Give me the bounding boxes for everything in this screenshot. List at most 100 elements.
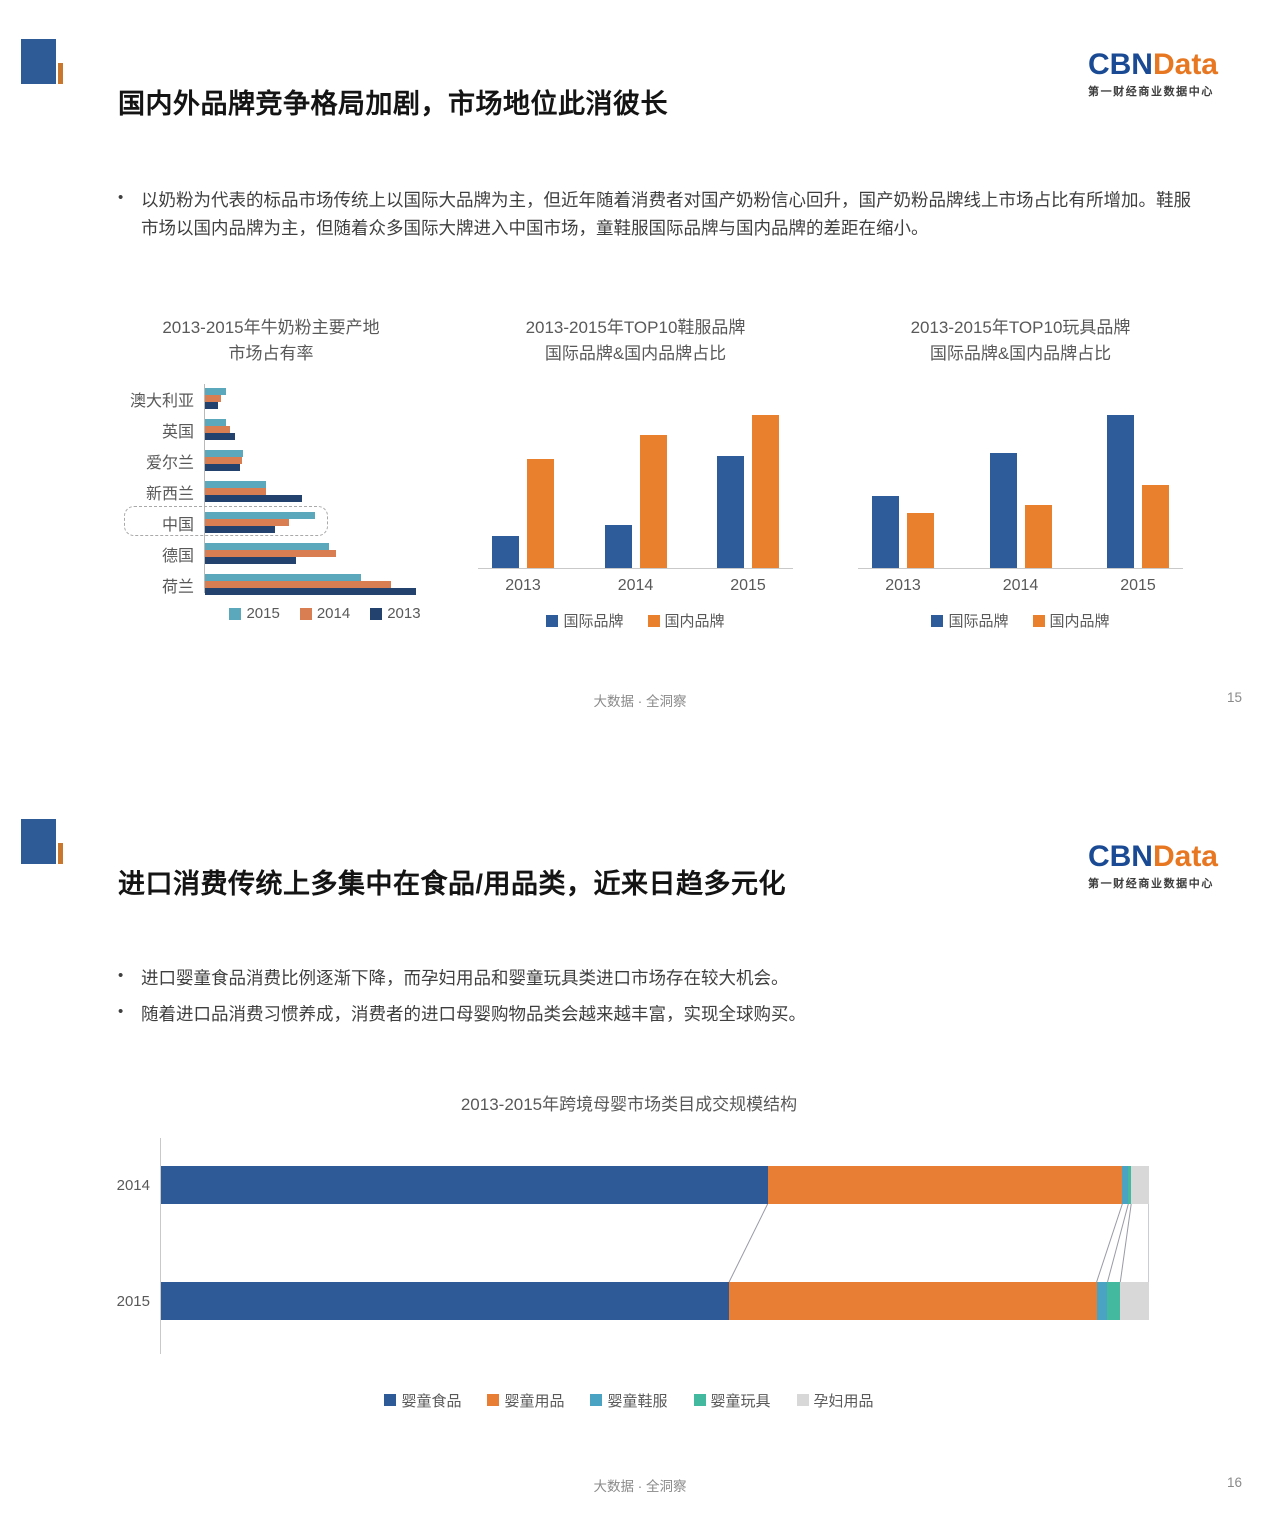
legend-swatch xyxy=(384,1394,397,1406)
x-axis-label: 2014 xyxy=(617,577,654,594)
legend-swatch xyxy=(487,1394,500,1406)
bar-group xyxy=(205,419,235,440)
hbar-row: 英国 xyxy=(96,419,446,441)
legend-label: 婴童玩具 xyxy=(710,1392,771,1410)
bar-2013 xyxy=(205,588,416,595)
bullet-item: 进口婴童食品消费比例逐渐下降，而孕妇用品和婴童玩具类进口市场存在较大机会。 xyxy=(116,964,1194,992)
slide15-title: 国内外品牌竞争格局加剧，市场地位此消彼长 xyxy=(118,89,668,119)
logo-subtitle: 第一财经商业数据中心 xyxy=(1087,86,1214,98)
footer-tagline: 大数据 · 全洞察 xyxy=(593,1479,687,1494)
legend-item: 婴童鞋服 xyxy=(590,1390,668,1411)
bar-2014 xyxy=(205,457,242,464)
legend-item: 婴童玩具 xyxy=(693,1390,771,1411)
slide-16: CBNData 第一财经商业数据中心 进口消费传统上多集中在食品/用品类，近来日… xyxy=(0,757,1280,1514)
category-label: 澳大利亚 xyxy=(129,392,194,410)
legend-label: 国际品牌 xyxy=(563,613,624,630)
logo-cbn-text: CBN xyxy=(1087,840,1153,873)
bar-2014 xyxy=(205,550,336,557)
x-axis-label: 2015 xyxy=(730,577,766,594)
segment-婴童玩具 xyxy=(1107,1281,1121,1320)
column-plot xyxy=(478,394,793,569)
bar-2015 xyxy=(205,388,226,395)
segment-孕妇用品 xyxy=(1131,1165,1149,1204)
page-number: 15 xyxy=(1226,690,1242,705)
bar-group xyxy=(717,415,779,568)
segment-婴童鞋服 xyxy=(1122,1165,1129,1204)
bar-国际品牌 xyxy=(717,456,744,568)
connector-lines xyxy=(728,1203,1149,1282)
stacked-plot: 2014 2015 xyxy=(98,1137,1160,1356)
slide16-title: 进口消费传统上多集中在食品/用品类，近来日趋多元化 xyxy=(118,869,787,899)
legend-item: 2014 xyxy=(299,605,350,622)
hbar-row: 澳大利亚 xyxy=(96,388,446,410)
legend-swatch xyxy=(796,1394,809,1406)
x-axis-labels: 2013 2014 2015 xyxy=(478,577,793,595)
legend-swatch xyxy=(931,614,944,627)
slide-15: CBNData 第一财经商业数据中心 国内外品牌竞争格局加剧，市场地位此消彼长 … xyxy=(0,0,1280,757)
bar-group xyxy=(989,453,1052,568)
chart-milk-powder-origin: 2013-2015年牛奶粉主要产地 市场占有率澳大利亚英国爱尔兰新西兰中国德国荷… xyxy=(96,315,446,622)
legend-label: 国内品牌 xyxy=(1049,613,1110,630)
bar-国际品牌 xyxy=(604,525,632,568)
legend-label: 婴童鞋服 xyxy=(607,1392,668,1410)
logo-data-text: Data xyxy=(1152,840,1218,873)
legend-item: 国际品牌 xyxy=(931,610,1009,631)
stacked-bar xyxy=(161,1165,1149,1204)
legend-label: 孕妇用品 xyxy=(813,1392,874,1410)
x-axis-label: 2013 xyxy=(505,577,541,594)
legend-label: 国际品牌 xyxy=(948,613,1009,630)
accent-orange-stripe xyxy=(58,843,63,864)
bar-2014 xyxy=(205,426,230,433)
bar-2015 xyxy=(205,512,315,519)
bar-group xyxy=(205,512,315,533)
bar-2015 xyxy=(205,419,226,426)
legend-swatch xyxy=(590,1394,603,1406)
category-label: 2014 xyxy=(116,1176,150,1194)
hbar-rows: 澳大利亚英国爱尔兰新西兰中国德国荷兰 xyxy=(96,384,446,596)
bar-2014 xyxy=(205,488,266,495)
bar-国内品牌 xyxy=(1142,485,1169,568)
bar-国际品牌 xyxy=(872,496,899,568)
chart-title: 2013-2015年牛奶粉主要产地 市场占有率 xyxy=(162,318,380,363)
bar-国际品牌 xyxy=(989,453,1017,568)
bar-2014 xyxy=(205,395,221,402)
bar-国内品牌 xyxy=(527,459,554,568)
hbar-row: 中国 xyxy=(96,512,446,534)
chart-legend: 婴童食品 婴童用品 婴童鞋服 婴童玩具 孕妇用品 xyxy=(98,1390,1160,1411)
bar-group xyxy=(205,481,302,502)
cbndata-logo-wordmark: CBNData xyxy=(1088,50,1218,80)
hbar-row: 德国 xyxy=(96,543,446,565)
hbar-row: 荷兰 xyxy=(96,574,446,596)
bar-group xyxy=(604,435,667,568)
category-label: 新西兰 xyxy=(145,485,194,503)
chart-title: 2013-2015年TOP10鞋服品牌 国际品牌&国内品牌占比 xyxy=(525,318,746,363)
cbndata-logo: CBNData 第一财经商业数据中心 xyxy=(1088,50,1218,99)
bar-2013 xyxy=(205,433,235,440)
chart-legend: 2015 2014 2013 xyxy=(96,605,446,622)
bar-2015 xyxy=(205,543,329,550)
legend-item: 2013 xyxy=(370,605,421,622)
legend-swatch xyxy=(299,607,312,620)
bar-2015 xyxy=(205,481,266,488)
bar-group xyxy=(872,496,934,568)
chart-cross-border-category-structure: 2013-2015年跨境母婴市场类目成交规模结构 2014 2015 婴童食品 婴童用品… xyxy=(98,1092,1160,1411)
bar-group xyxy=(205,574,416,595)
bar-国内品牌 xyxy=(639,435,667,568)
segment-婴童食品 xyxy=(161,1281,730,1320)
y-axis-line xyxy=(160,1137,161,1354)
x-axis-label: 2013 xyxy=(885,577,921,594)
highlight-box xyxy=(124,506,328,536)
legend-item: 国际品牌 xyxy=(546,610,624,631)
cbndata-logo: CBNData 第一财经商业数据中心 xyxy=(1088,842,1218,891)
category-label: 2015 xyxy=(116,1292,150,1310)
category-label: 德国 xyxy=(161,547,194,565)
bar-2013 xyxy=(205,464,240,471)
legend-swatch xyxy=(693,1394,706,1406)
bar-group xyxy=(205,543,336,564)
hbar-row: 爱尔兰 xyxy=(96,450,446,472)
legend-item: 孕妇用品 xyxy=(796,1390,874,1411)
chart-top10-apparel-brands: 2013-2015年TOP10鞋服品牌 国际品牌&国内品牌占比 2013 2014 2… xyxy=(478,315,793,631)
segment-婴童食品 xyxy=(161,1165,768,1204)
legend-swatch xyxy=(1032,614,1045,627)
slide15-bullet-list: 以奶粉为代表的标品市场传统上以国际大品牌为主，但近年随着消费者对国产奶粉信心回升… xyxy=(116,186,1194,251)
